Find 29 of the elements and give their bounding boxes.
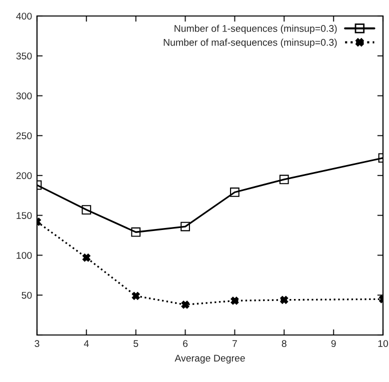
point xyxy=(181,300,190,309)
legend-label: Number of maf-sequences (minsup=0.3) xyxy=(164,38,337,48)
x-tick-label: 6 xyxy=(183,340,188,347)
y-tick-label: 400 xyxy=(16,12,32,20)
x-tick-label: 4 xyxy=(84,340,89,347)
x-tick-label: 10 xyxy=(378,340,388,347)
y-tick-label: 100 xyxy=(16,252,32,259)
x-tick-label: 5 xyxy=(134,340,138,347)
point xyxy=(132,292,140,300)
point xyxy=(82,205,92,214)
point xyxy=(230,188,240,197)
x-axis-title: Average Degree xyxy=(174,354,245,364)
y-tick-label: 50 xyxy=(22,292,32,299)
x-tick-label: 8 xyxy=(282,340,286,347)
x-tick-label: 7 xyxy=(232,340,237,347)
point xyxy=(230,296,239,305)
x-tick-label: 3 xyxy=(34,340,40,347)
y-tick-label: 250 xyxy=(16,132,32,140)
y-tick-label: 150 xyxy=(16,212,32,219)
point xyxy=(279,174,289,184)
y-tick-label: 200 xyxy=(16,172,32,180)
point xyxy=(280,296,288,304)
point xyxy=(82,254,90,262)
x-tick-label: 9 xyxy=(331,340,336,347)
legend-label: Number of 1-sequences (minsup=0.3) xyxy=(174,24,337,34)
point xyxy=(180,222,190,232)
y-tick-label: 350 xyxy=(16,52,32,60)
y-tick-label: 300 xyxy=(16,92,32,100)
point xyxy=(131,227,141,237)
